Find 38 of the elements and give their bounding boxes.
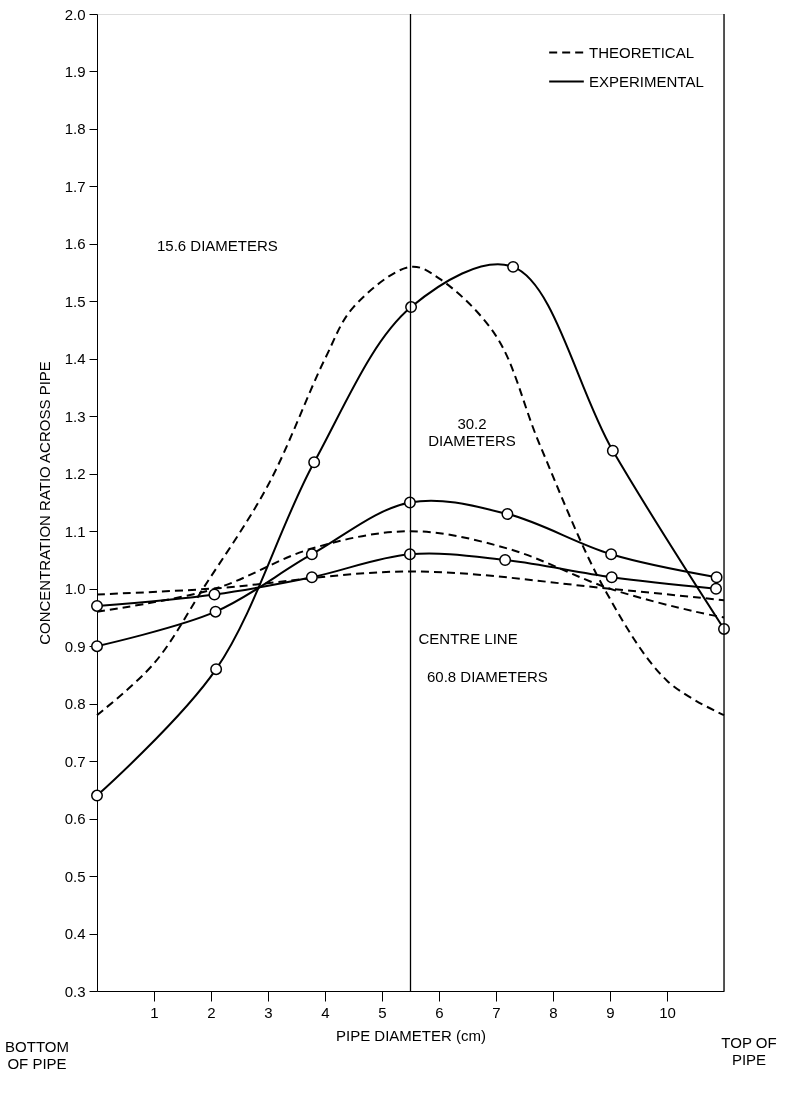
y-tick-label: 0.8 — [64, 695, 86, 713]
y-tick-label: 1.8 — [64, 120, 86, 138]
y-tick-label: 0.3 — [64, 982, 86, 1000]
x-tick-label: 1 — [150, 1003, 159, 1021]
annotation: 15.6 DIAMETERS — [157, 237, 278, 254]
x-tick-label: 7 — [492, 1003, 501, 1021]
x-tick-label: 10 — [659, 1003, 676, 1021]
y-tick-label: 1.1 — [64, 522, 86, 540]
ref-line-label: TOP OF PIPE — [721, 1034, 777, 1068]
x-axis-title: PIPE DIAMETER (cm) — [335, 1026, 487, 1044]
x-tick-label: 5 — [378, 1003, 387, 1021]
ref-line-label: CENTRE LINE — [418, 630, 518, 647]
y-tick-label: 0.5 — [64, 867, 86, 885]
y-tick-label: 0.9 — [64, 637, 86, 655]
annotation: 60.8 DIAMETERS — [427, 668, 548, 685]
y-tick-label: 0.7 — [64, 752, 86, 770]
y-tick-label: 1.0 — [64, 580, 86, 598]
legend-label: EXPERIMENTAL — [589, 72, 704, 90]
y-tick-label: 0.4 — [64, 925, 86, 943]
x-tick-label: 3 — [264, 1003, 273, 1021]
y-tick-label: 1.6 — [64, 235, 86, 253]
y-tick-label: 1.5 — [64, 292, 86, 310]
y-tick-label: 1.3 — [64, 407, 86, 425]
y-tick-label: 1.2 — [64, 465, 86, 483]
y-axis-title: CONCENTRATION RATIO ACROSS PIPE — [35, 361, 53, 645]
x-tick-label: 8 — [549, 1003, 558, 1021]
y-tick-label: 1.9 — [64, 62, 86, 80]
x-tick-label: 2 — [207, 1003, 216, 1021]
text: BOTTOM OF PIPE — [5, 1038, 69, 1072]
y-tick-label: 1.4 — [64, 350, 86, 368]
legend-label: THEORETICAL — [589, 43, 695, 61]
x-tick-label: 4 — [321, 1003, 330, 1021]
x-tick-label: 6 — [435, 1003, 444, 1021]
y-tick-label: 1.7 — [64, 177, 86, 195]
annotation: 30.2 DIAMETERS — [428, 415, 516, 449]
y-tick-label: 0.6 — [64, 810, 86, 828]
y-tick-label: 2.0 — [64, 5, 86, 23]
x-tick-label: 9 — [606, 1003, 615, 1021]
